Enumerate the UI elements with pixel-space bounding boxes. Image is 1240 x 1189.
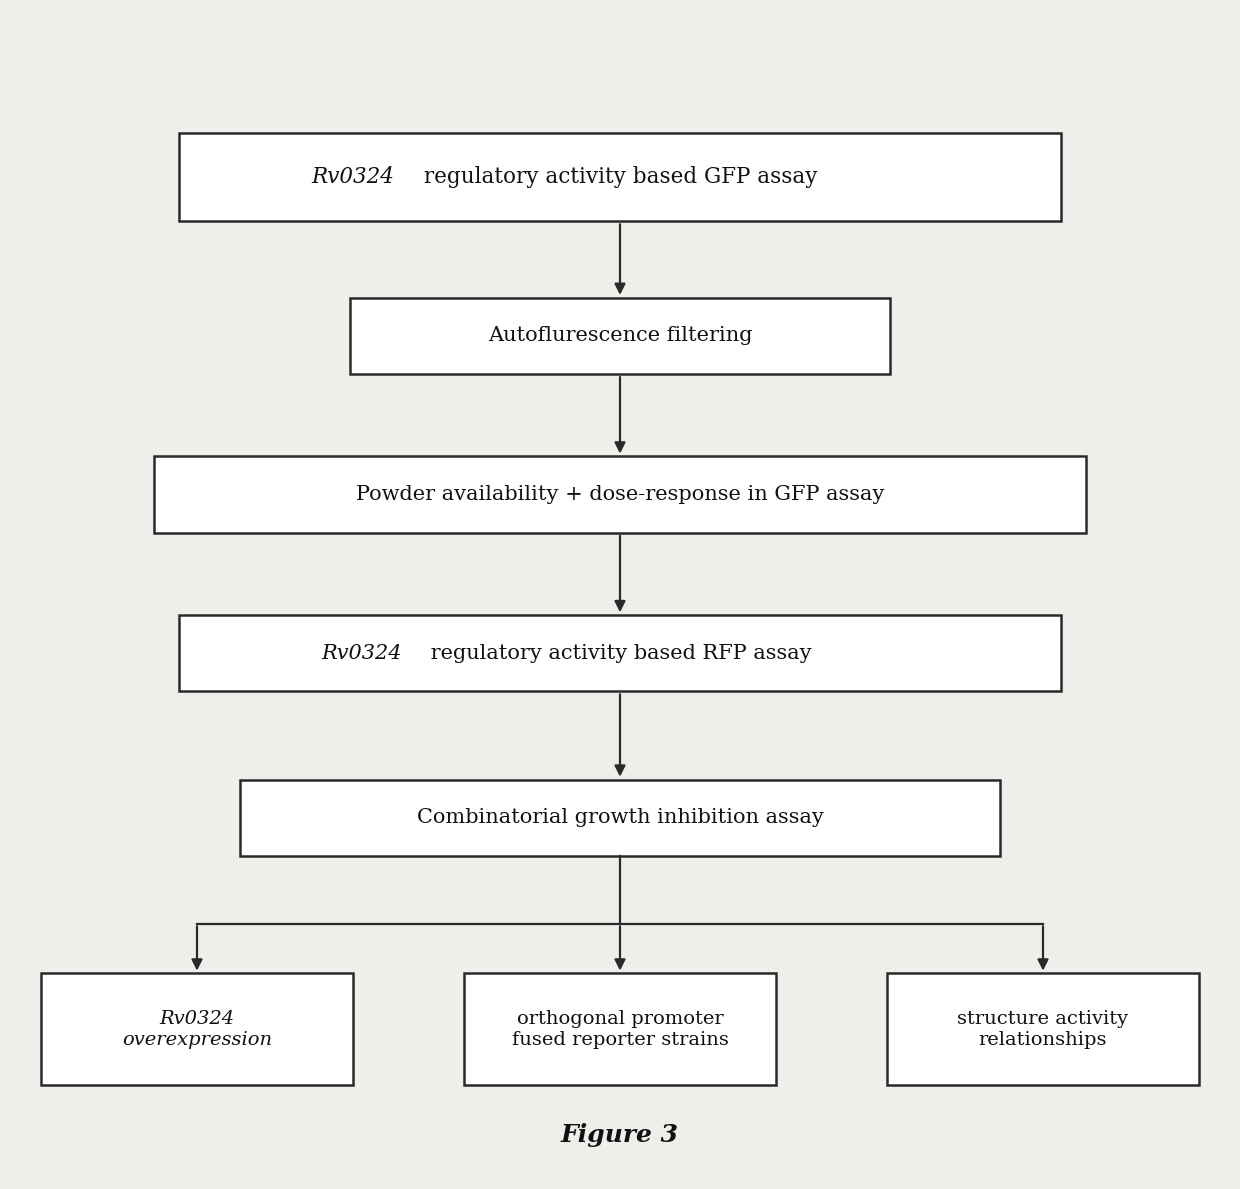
FancyBboxPatch shape bbox=[464, 974, 776, 1086]
FancyBboxPatch shape bbox=[350, 297, 890, 375]
FancyBboxPatch shape bbox=[239, 780, 1001, 856]
FancyBboxPatch shape bbox=[154, 457, 1086, 533]
FancyBboxPatch shape bbox=[41, 974, 353, 1086]
Text: Rv0324: Rv0324 bbox=[321, 643, 402, 662]
Text: Powder availability + dose-response in GFP assay: Powder availability + dose-response in G… bbox=[356, 485, 884, 504]
FancyBboxPatch shape bbox=[887, 974, 1199, 1086]
Text: structure activity
relationships: structure activity relationships bbox=[957, 1009, 1128, 1049]
Text: Combinatorial growth inhibition assay: Combinatorial growth inhibition assay bbox=[417, 809, 823, 828]
Text: Autoflurescence filtering: Autoflurescence filtering bbox=[487, 327, 753, 346]
Text: orthogonal promoter
fused reporter strains: orthogonal promoter fused reporter strai… bbox=[512, 1009, 728, 1049]
Text: regulatory activity based RFP assay: regulatory activity based RFP assay bbox=[424, 643, 811, 662]
FancyBboxPatch shape bbox=[179, 133, 1061, 221]
Text: Rv0324
overexpression: Rv0324 overexpression bbox=[122, 1009, 272, 1049]
Text: Figure 3: Figure 3 bbox=[560, 1124, 680, 1147]
Text: regulatory activity based GFP assay: regulatory activity based GFP assay bbox=[417, 166, 817, 188]
Text: Rv0324: Rv0324 bbox=[311, 166, 394, 188]
FancyBboxPatch shape bbox=[179, 615, 1061, 692]
